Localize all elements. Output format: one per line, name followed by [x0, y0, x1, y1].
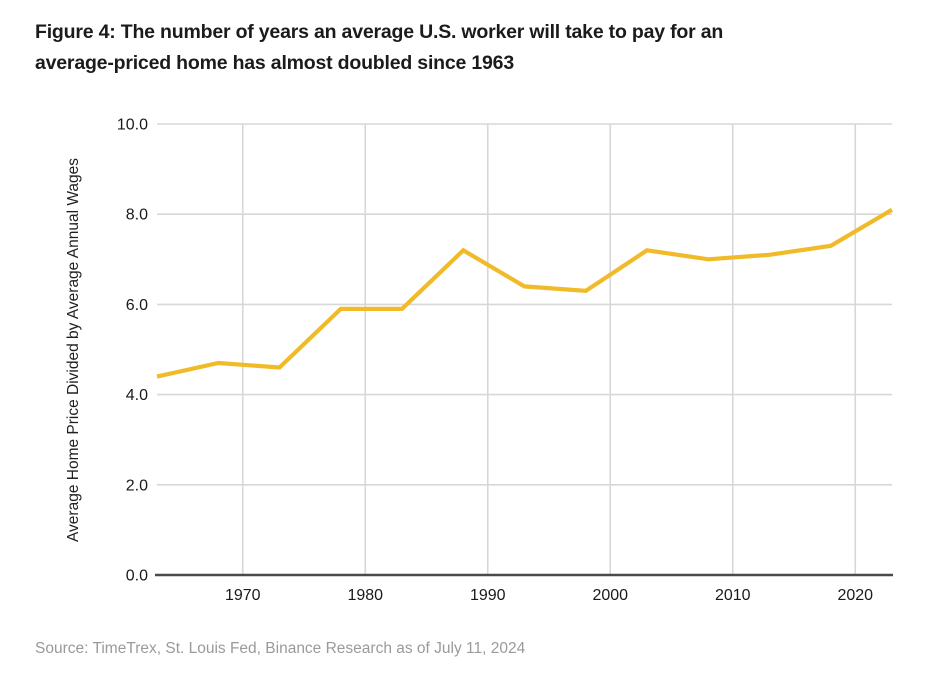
y-tick-label: 8.0 — [126, 207, 148, 224]
y-tick-label: 2.0 — [126, 477, 148, 494]
x-tick-label: 2000 — [592, 587, 628, 604]
y-tick-label: 10.0 — [117, 117, 148, 134]
figure-title-line-2: average-priced home has almost doubled s… — [35, 52, 514, 74]
figure-title-line-1: Figure 4: The number of years an average… — [35, 21, 724, 43]
x-tick-label: 1990 — [470, 587, 506, 604]
figure-title: Figure 4: The number of years an average… — [35, 17, 723, 79]
x-tick-label: 2020 — [837, 587, 873, 604]
y-tick-label: 0.0 — [126, 568, 148, 585]
y-tick-label: 4.0 — [126, 387, 148, 404]
source-attribution: Source: TimeTrex, St. Louis Fed, Binance… — [35, 640, 526, 657]
x-tick-label: 2010 — [715, 587, 751, 604]
x-tick-label: 1970 — [225, 587, 261, 604]
y-tick-label: 6.0 — [126, 297, 148, 314]
x-tick-label: 1980 — [347, 587, 383, 604]
home-price-to-wages-line — [156, 207, 894, 379]
